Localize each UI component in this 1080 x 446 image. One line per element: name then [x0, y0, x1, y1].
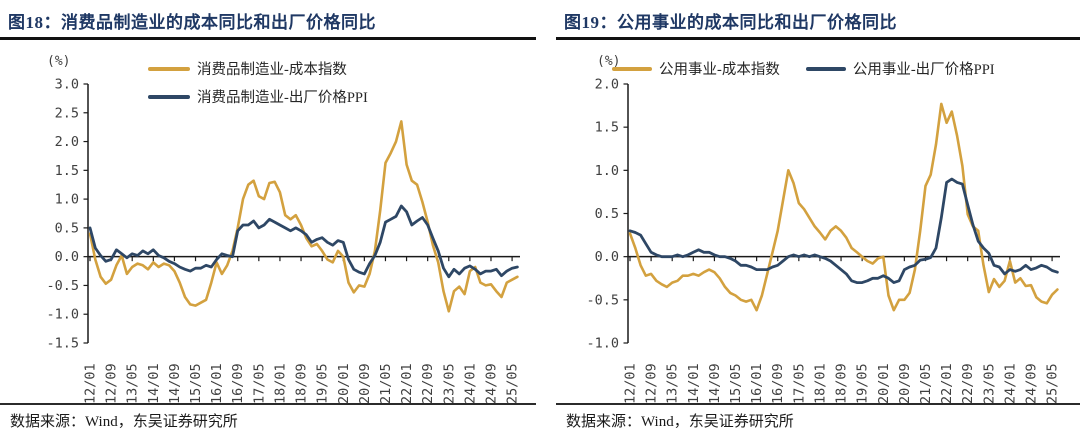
y-tick-label: -1.0: [46, 307, 79, 323]
x-tick-label: 12/01: [623, 363, 639, 404]
x-tick-label: 24/09: [1023, 363, 1039, 404]
legend-consumer: 消费品制造业-成本指数 消费品制造业-出厂价格PPI: [148, 58, 368, 107]
legend-item-cost-index: 公用事业-成本指数: [612, 58, 780, 79]
x-tick-label: 24/09: [483, 363, 499, 404]
legend-label: 公用事业-成本指数: [659, 62, 780, 78]
y-tick-label: 1.0: [55, 192, 79, 208]
cost-index-line-swatch: [612, 66, 652, 71]
legend-label: 消费品制造业-出厂价格PPI: [197, 90, 368, 106]
x-tick-label: 12/09: [104, 363, 120, 404]
y-tick-label: -0.5: [586, 292, 619, 308]
cost-index-line-swatch: [148, 66, 190, 71]
x-tick-label: 17/05: [791, 363, 807, 404]
x-tick-label: 19/05: [315, 363, 331, 404]
series-line-navy: [88, 204, 519, 279]
series-line-navy: [628, 177, 1059, 285]
x-tick-label: 22/01: [399, 363, 415, 404]
x-tick-label: 21/05: [378, 363, 394, 404]
legend-utilities: 公用事业-成本指数 公用事业-出厂价格PPI: [612, 58, 995, 79]
x-tick-label: 20/01: [336, 363, 352, 404]
title-divider-left: [0, 37, 536, 40]
legend-item-ppi: 消费品制造业-出厂价格PPI: [148, 86, 368, 107]
legend-label: 公用事业-出厂价格PPI: [852, 62, 995, 78]
line-chart-consumer-goods: 3.0 2.5 2.0 1.5 1.0 0.5 0.0 -0.5 -1.0 -1.512/01 12…: [46, 77, 521, 405]
title-divider-right: [556, 37, 1080, 40]
x-tick-label: 21/05: [918, 363, 934, 404]
x-tick-label: 23/05: [981, 363, 997, 404]
x-tick-label: 24/01: [1002, 363, 1018, 404]
x-tick-label: 15/05: [728, 363, 744, 404]
data-source-left: 数据来源：Wind，东吴证券研究所: [10, 414, 238, 430]
y-tick-label: 2.0: [595, 77, 619, 93]
x-tick-label: 16/09: [770, 363, 786, 404]
figure-18-title: 图18：消费品制造业的成本同比和出厂价格同比: [8, 13, 376, 32]
x-tick-label: 13/05: [665, 363, 681, 404]
x-tick-label: 18/01: [812, 363, 828, 404]
x-tick-label: 16/09: [230, 363, 246, 404]
x-tick-label: 16/01: [209, 363, 225, 404]
x-tick-label: 24/01: [462, 363, 478, 404]
x-tick-label: 23/05: [441, 363, 457, 404]
x-tick-label: 12/09: [644, 363, 660, 404]
x-tick-label: 20/09: [897, 363, 913, 404]
y-tick-label: 1.5: [55, 163, 79, 179]
y-tick-label: 0.5: [55, 220, 79, 236]
x-tick-label: 18/09: [294, 363, 310, 404]
x-tick-label: 25/05: [1045, 363, 1061, 404]
series-line-gold: [628, 102, 1059, 312]
percent-unit-label-left: (%): [47, 54, 71, 69]
y-tick-label: 2.5: [55, 105, 79, 121]
x-tick-label: 22/09: [420, 363, 436, 404]
x-tick-label: 20/01: [876, 363, 892, 404]
y-tick-label: -1.5: [46, 336, 79, 352]
legend-label: 消费品制造业-成本指数: [197, 62, 347, 78]
y-tick-label: 1.5: [595, 120, 619, 136]
x-tick-label: 18/09: [834, 363, 850, 404]
x-tick-label: 12/01: [83, 363, 99, 404]
x-tick-label: 16/01: [749, 363, 765, 404]
x-tick-label: 20/09: [357, 363, 373, 404]
ppi-line-swatch: [805, 66, 846, 71]
bottom-divider-right: [556, 403, 1080, 405]
x-tick-label: 13/05: [125, 363, 141, 404]
data-source-right: 数据来源：Wind，东吴证券研究所: [566, 414, 794, 430]
x-tick-label: 25/05: [505, 363, 521, 404]
line-chart-utilities: 2.0 1.5 1.0 0.5 0.0 -0.5 -1.012/01 12/09 13/05 14…: [586, 77, 1061, 405]
x-tick-label: 22/01: [939, 363, 955, 404]
x-tick-label: 14/09: [707, 363, 723, 404]
x-tick-label: 18/01: [272, 363, 288, 404]
legend-item-ppi: 公用事业-出厂价格PPI: [805, 58, 995, 79]
x-tick-label: 19/05: [855, 363, 871, 404]
figure-19-title: 图19：公用事业的成本同比和出厂价格同比: [564, 13, 897, 32]
x-tick-label: 22/09: [960, 363, 976, 404]
y-tick-label: 0.0: [595, 249, 619, 265]
x-tick-label: 17/05: [251, 363, 267, 404]
y-tick-label: -0.5: [46, 278, 79, 294]
legend-item-cost-index: 消费品制造业-成本指数: [148, 58, 368, 79]
x-tick-label: 15/05: [188, 363, 204, 404]
y-tick-label: 1.0: [595, 163, 619, 179]
y-tick-label: 0.0: [55, 249, 79, 265]
y-tick-label: 0.5: [595, 206, 619, 222]
x-tick-label: 14/01: [686, 363, 702, 404]
x-tick-label: 14/09: [167, 363, 183, 404]
bottom-divider-left: [0, 403, 536, 405]
percent-unit-label-right: (%): [597, 54, 621, 69]
y-tick-label: 3.0: [55, 77, 79, 93]
series-line-gold: [88, 120, 519, 313]
y-tick-label: -1.0: [586, 336, 619, 352]
ppi-line-swatch: [148, 94, 190, 99]
x-tick-label: 14/01: [146, 363, 162, 404]
y-tick-label: 2.0: [55, 134, 79, 150]
